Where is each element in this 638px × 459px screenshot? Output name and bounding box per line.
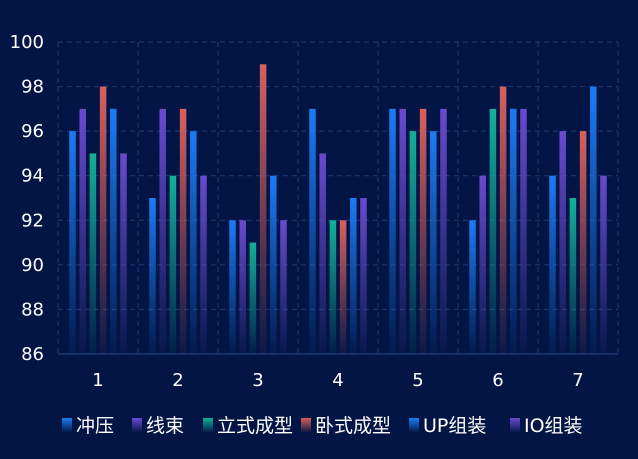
legend-label: 线束 bbox=[146, 415, 184, 437]
y-tick-label: 90 bbox=[21, 255, 44, 276]
bar-立式成型-5[interactable] bbox=[409, 131, 417, 354]
legend-swatch bbox=[409, 418, 419, 432]
bar-冲压-3[interactable] bbox=[229, 220, 236, 354]
bar-立式成型-7[interactable] bbox=[569, 198, 577, 354]
legend-item-UP组装[interactable]: UP组装 bbox=[409, 415, 486, 437]
bar-卧式成型-7[interactable] bbox=[579, 131, 587, 354]
legend-label: 冲压 bbox=[76, 415, 114, 437]
bar-冲压-1[interactable] bbox=[69, 131, 76, 354]
bar-冲压-4[interactable] bbox=[309, 108, 316, 354]
legend-item-立式成型[interactable]: 立式成型 bbox=[203, 415, 293, 437]
bar-线束-2[interactable] bbox=[159, 108, 166, 354]
bar-卧式成型-3[interactable] bbox=[259, 64, 267, 355]
bar-立式成型-1[interactable] bbox=[89, 153, 97, 354]
bar-IO组装-3[interactable] bbox=[280, 220, 287, 354]
bar-卧式成型-5[interactable] bbox=[419, 108, 427, 354]
bar-卧式成型-4[interactable] bbox=[339, 220, 347, 354]
bar-UP组装-1[interactable] bbox=[110, 108, 117, 354]
bar-UP组装-5[interactable] bbox=[430, 131, 437, 354]
grid-lines bbox=[57, 41, 619, 354]
bar-线束-6[interactable] bbox=[479, 175, 486, 354]
bars bbox=[69, 64, 607, 355]
y-tick-label: 96 bbox=[21, 121, 44, 142]
x-tick-label: 7 bbox=[572, 370, 583, 391]
legend-item-线束[interactable]: 线束 bbox=[132, 415, 184, 437]
x-tick-label: 5 bbox=[412, 370, 423, 391]
legend-label: 卧式成型 bbox=[315, 415, 391, 437]
bar-UP组装-3[interactable] bbox=[270, 175, 277, 354]
bar-IO组装-5[interactable] bbox=[440, 108, 447, 354]
y-tick-label: 92 bbox=[21, 210, 44, 231]
legend-swatch bbox=[301, 418, 311, 432]
bar-线束-1[interactable] bbox=[79, 108, 86, 354]
x-tick-label: 4 bbox=[332, 370, 343, 391]
y-axis: 86 88 90 92 94 96 98 100 bbox=[10, 32, 44, 365]
bar-立式成型-4[interactable] bbox=[329, 220, 337, 354]
y-tick-label: 86 bbox=[21, 344, 44, 365]
bar-冲压-7[interactable] bbox=[549, 175, 556, 354]
bar-冲压-2[interactable] bbox=[149, 198, 156, 354]
bar-线束-7[interactable] bbox=[559, 131, 566, 354]
legend-item-卧式成型[interactable]: 卧式成型 bbox=[301, 415, 391, 437]
bar-线束-4[interactable] bbox=[319, 153, 326, 354]
legend-label: IO组装 bbox=[524, 415, 583, 437]
legend-label: UP组装 bbox=[423, 415, 486, 437]
y-tick-label: 88 bbox=[21, 299, 44, 320]
x-tick-label: 3 bbox=[252, 370, 263, 391]
legend-swatch bbox=[132, 418, 142, 432]
y-tick-label: 100 bbox=[10, 32, 44, 53]
bar-线束-3[interactable] bbox=[239, 220, 246, 354]
bar-冲压-6[interactable] bbox=[469, 220, 476, 354]
bar-IO组装-6[interactable] bbox=[520, 108, 527, 354]
bar-立式成型-6[interactable] bbox=[489, 108, 497, 354]
bar-卧式成型-6[interactable] bbox=[499, 86, 507, 355]
bar-UP组装-7[interactable] bbox=[590, 86, 597, 355]
bar-IO组装-2[interactable] bbox=[200, 175, 207, 354]
bar-IO组装-7[interactable] bbox=[600, 175, 607, 354]
x-axis: 1 2 3 4 5 6 7 bbox=[58, 353, 618, 391]
legend-item-冲压[interactable]: 冲压 bbox=[62, 415, 114, 437]
bar-卧式成型-1[interactable] bbox=[99, 86, 107, 355]
x-tick-label: 2 bbox=[172, 370, 183, 391]
y-tick-label: 98 bbox=[21, 77, 44, 98]
bar-IO组装-4[interactable] bbox=[360, 198, 367, 354]
bar-立式成型-2[interactable] bbox=[169, 175, 177, 354]
bar-线束-5[interactable] bbox=[399, 108, 406, 354]
legend-swatch bbox=[203, 418, 213, 432]
bar-UP组装-6[interactable] bbox=[510, 108, 517, 354]
bar-卧式成型-2[interactable] bbox=[179, 108, 187, 354]
bar-UP组装-2[interactable] bbox=[190, 131, 197, 354]
bar-IO组装-1[interactable] bbox=[120, 153, 127, 354]
legend-swatch bbox=[62, 418, 72, 432]
legend-swatch bbox=[510, 418, 520, 432]
bar-立式成型-3[interactable] bbox=[249, 242, 257, 354]
x-tick-label: 1 bbox=[92, 370, 103, 391]
legend-item-IO组装[interactable]: IO组装 bbox=[510, 415, 583, 437]
legend[interactable]: 冲压 线束 立式成型 卧式成型 UP组装 IO组装 bbox=[62, 415, 583, 437]
x-tick-label: 6 bbox=[492, 370, 503, 391]
bar-冲压-5[interactable] bbox=[389, 108, 396, 354]
legend-label: 立式成型 bbox=[217, 415, 293, 437]
bar-UP组装-4[interactable] bbox=[350, 198, 357, 354]
y-tick-label: 94 bbox=[21, 166, 44, 187]
